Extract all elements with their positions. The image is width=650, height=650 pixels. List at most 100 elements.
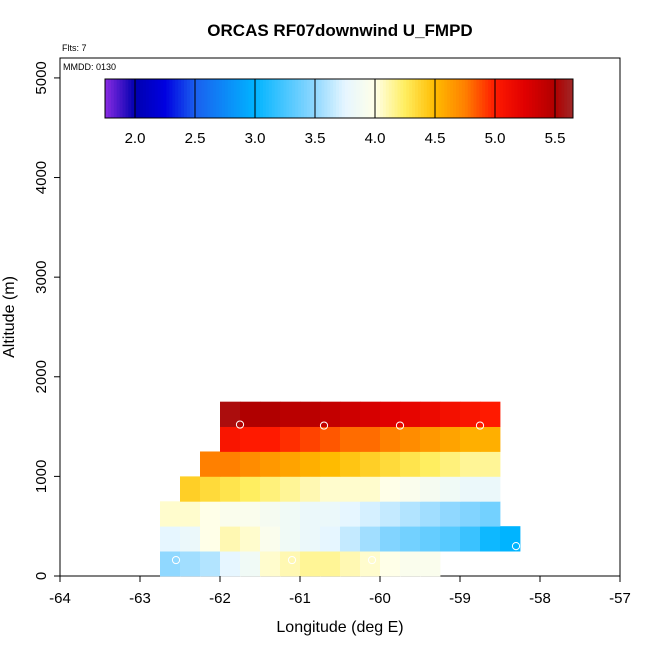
colorbar-segment	[268, 79, 273, 118]
heatmap-cell	[340, 476, 361, 502]
heatmap-cell	[440, 451, 461, 477]
y-tick-label: 4000	[33, 161, 50, 194]
colorbar-segment	[371, 79, 375, 118]
colorbar-segment	[286, 79, 290, 118]
colorbar-segment	[534, 79, 539, 118]
heatmap-cell	[200, 476, 221, 502]
colorbar-segment	[160, 79, 164, 118]
colorbar-segment	[219, 79, 223, 118]
heatmap-cell	[300, 551, 321, 577]
marker-layer	[171, 420, 521, 565]
colorbar-segment	[175, 79, 179, 118]
heatmap-cell	[460, 426, 481, 452]
colorbar-segment	[134, 79, 138, 118]
heatmap-cell	[420, 451, 441, 477]
heatmap-cell	[280, 501, 301, 527]
colorbar-tick-label: 3.5	[305, 130, 326, 147]
colorbar-segment	[546, 79, 551, 118]
colorbar-segment	[262, 79, 267, 118]
y-tick-label: 1000	[33, 460, 50, 493]
heatmap-cell	[180, 526, 201, 552]
colorbar-segment	[397, 79, 401, 118]
colorbar-segment	[543, 79, 548, 118]
heatmap-cell	[240, 551, 261, 577]
colorbar-segment	[517, 79, 521, 118]
colorbar-segment	[514, 79, 518, 118]
heatmap-cell	[380, 401, 401, 427]
heatmap-cell	[400, 476, 421, 502]
heatmap-cell	[320, 476, 341, 502]
colorbar-segment	[318, 79, 322, 118]
colorbar-tick-label: 5.5	[545, 130, 566, 147]
colorbar-segment	[289, 79, 293, 118]
heatmap-cell	[440, 401, 461, 427]
colorbar-segment	[292, 79, 296, 118]
colorbar-segment	[239, 79, 243, 118]
colorbar-segment	[412, 79, 416, 118]
x-tick-label: -59	[449, 590, 471, 607]
heatmap-cell	[460, 401, 481, 427]
colorbar-segment	[154, 79, 159, 118]
colorbar-segment	[186, 79, 191, 118]
colorbar-segment	[406, 79, 410, 118]
heatmap-cell	[400, 401, 421, 427]
heatmap-cell	[240, 476, 261, 502]
colorbar-segment	[271, 79, 276, 118]
colorbar-segment	[315, 79, 320, 118]
colorbar-segment	[461, 79, 466, 118]
colorbar-segment	[204, 79, 208, 118]
colorbar-segment	[391, 79, 396, 118]
y-axis-title: Altitude (m)	[1, 276, 18, 358]
colorbar-segment	[224, 79, 229, 118]
colorbar-segment	[265, 79, 270, 118]
colorbar-segment	[233, 79, 238, 118]
heatmap-cell	[200, 526, 221, 552]
colorbar-segment	[242, 79, 246, 118]
colorbar-segment	[473, 79, 477, 118]
colorbar-tick-label: 4.5	[425, 130, 446, 147]
heatmap-cell	[420, 526, 441, 552]
heatmap-cell	[480, 401, 501, 427]
flights-note: Flts: 7	[62, 43, 87, 53]
heatmap-cell	[280, 451, 301, 477]
colorbar-tick-label: 4.0	[365, 130, 386, 147]
heatmap-cell	[440, 501, 461, 527]
colorbar-segment	[166, 79, 170, 118]
colorbar-frame	[104, 78, 574, 119]
colorbar-segment	[143, 79, 147, 118]
colorbar-segment	[227, 79, 232, 118]
colorbar-segment	[330, 79, 334, 118]
colorbar-segment	[382, 79, 387, 118]
heatmap-cell	[280, 476, 301, 502]
colorbar-segment	[280, 79, 284, 118]
colorbar-segment	[344, 79, 349, 118]
colorbar-segment	[508, 79, 513, 118]
colorbar-segment	[339, 79, 343, 118]
x-tick-label: -60	[369, 590, 391, 607]
colorbar-segment	[356, 79, 360, 118]
heatmap-cell	[500, 526, 521, 552]
colorbar-segment	[520, 79, 524, 118]
x-tick-label: -62	[209, 590, 231, 607]
colorbar-segment	[183, 79, 188, 118]
y-tick-label: 3000	[33, 260, 50, 293]
colorbar-segment	[403, 79, 407, 118]
colorbar-segment	[523, 79, 527, 118]
colorbar-segment	[485, 79, 489, 118]
colorbar-segment	[496, 79, 501, 118]
heatmap-cell	[420, 501, 441, 527]
heatmap-cell	[260, 426, 281, 452]
heatmap-cell	[160, 551, 181, 577]
heatmap-cell	[420, 476, 441, 502]
colorbar-segment	[365, 79, 369, 118]
sample-marker	[395, 421, 405, 430]
x-tick-label: -64	[49, 590, 71, 607]
heatmap-cell	[260, 401, 281, 427]
heatmap-cell	[340, 451, 361, 477]
colorbar-segment	[145, 79, 150, 118]
heatmap-cell	[320, 401, 341, 427]
date-note: MMDD: 0130	[63, 62, 116, 72]
colorbar-segment	[254, 79, 258, 118]
colorbar-segment	[470, 79, 475, 118]
heatmap-cell	[460, 451, 481, 477]
